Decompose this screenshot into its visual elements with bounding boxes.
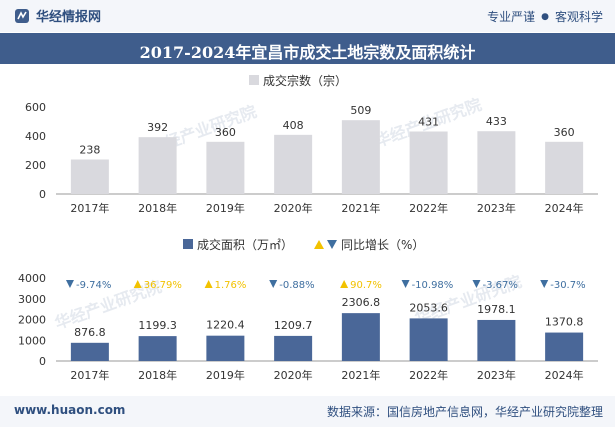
- count-bar: [206, 141, 245, 194]
- y-tick-label: 4000: [18, 272, 46, 285]
- area-bar: [341, 313, 380, 361]
- x-tick-label: 2022年: [409, 201, 448, 215]
- x-tick-label: 2020年: [274, 368, 313, 382]
- footer: www.huaon.com 数据来源：国信房地产信息网，华经产业研究院整理: [0, 396, 615, 427]
- legend-label-count: 成交宗数（宗）: [263, 73, 347, 88]
- title-bar: 2017-2024年宜昌市成交土地宗数及面积统计: [0, 33, 615, 64]
- count-data-label: 408: [283, 119, 304, 132]
- legend-swatch-count: [249, 75, 259, 85]
- x-tick-label: 2017年: [70, 368, 109, 382]
- x-tick-label: 2017年: [70, 201, 109, 215]
- area-bar: [206, 335, 245, 361]
- count-data-label: 392: [147, 121, 168, 134]
- dot-separator-icon: ●: [541, 11, 549, 22]
- growth-up-triangle-icon: [204, 280, 213, 288]
- area-bar: [409, 318, 448, 361]
- growth-label: -9.74%: [76, 280, 111, 291]
- y-tick-label: 2000: [18, 314, 46, 327]
- area-bar: [70, 342, 109, 361]
- count-data-label: 238: [79, 143, 100, 156]
- x-tick-label: 2022年: [409, 368, 448, 382]
- area-bar: [477, 319, 516, 361]
- top-legend: 成交宗数（宗）: [249, 73, 347, 88]
- legend-label-growth: 同比增长（%）: [341, 238, 424, 252]
- x-tick-label: 2018年: [138, 201, 177, 215]
- count-bar: [274, 134, 313, 194]
- x-tick-label: 2024年: [545, 368, 584, 382]
- y-tick-label: 0: [39, 188, 46, 201]
- x-tick-label: 2018年: [138, 368, 177, 382]
- growth-down-triangle-icon: [472, 280, 481, 288]
- growth-label: -0.88%: [279, 280, 314, 291]
- count-data-label: 431: [418, 116, 439, 129]
- count-bar: [477, 131, 516, 194]
- x-tick-label: 2023年: [477, 368, 516, 382]
- y-tick-label: 200: [25, 159, 46, 172]
- legend-up-triangle-icon: [314, 240, 324, 249]
- x-tick-label: 2024年: [545, 201, 584, 215]
- count-data-label: 509: [350, 104, 371, 117]
- growth-label: 1.76%: [215, 280, 247, 291]
- tagline-right: 客观科学: [554, 10, 603, 24]
- growth-up-triangle-icon: [340, 280, 349, 288]
- area-data-label: 1370.8: [545, 316, 584, 329]
- top-bar: 华经情报网 专业严谨 ● 客观科学: [0, 0, 615, 32]
- growth-up-triangle-icon: [133, 280, 142, 288]
- area-data-label: 876.8: [74, 326, 106, 339]
- area-data-label: 1220.4: [206, 319, 245, 332]
- x-tick-label: 2023年: [477, 201, 516, 215]
- growth-down-triangle-icon: [540, 280, 549, 288]
- count-bar: [341, 120, 380, 194]
- growth-label: 90.7%: [350, 280, 382, 291]
- growth-label: -30.7%: [550, 280, 585, 291]
- y-tick-label: 600: [25, 101, 46, 114]
- x-tick-label: 2021年: [341, 368, 380, 382]
- legend-down-triangle-icon: [327, 240, 337, 249]
- x-tick-label: 2019年: [206, 201, 245, 215]
- footer-source: 数据来源：国信房地产信息网，华经产业研究院整理: [326, 405, 603, 419]
- growth-down-triangle-icon: [269, 280, 278, 288]
- legend-label-area: 成交面积（万㎡）: [197, 237, 293, 252]
- legend-swatch-area: [183, 239, 193, 249]
- area-data-label: 1199.3: [138, 319, 177, 332]
- count-bar: [70, 159, 109, 194]
- area-data-label: 2053.6: [409, 301, 448, 314]
- footer-site: www.huaon.com: [14, 403, 126, 417]
- x-tick-label: 2021年: [341, 201, 380, 215]
- y-tick-label: 3000: [18, 293, 46, 306]
- x-tick-label: 2020年: [274, 201, 313, 215]
- count-data-label: 433: [486, 115, 507, 128]
- count-data-label: 360: [215, 126, 236, 139]
- brand: 华经情报网: [14, 6, 101, 25]
- y-tick-label: 0: [39, 355, 46, 368]
- area-bar: [138, 336, 177, 361]
- bottom-legend: 成交面积（万㎡） 同比增长（%）: [183, 237, 424, 252]
- area-data-label: 1209.7: [274, 319, 313, 332]
- x-tick-label: 2019年: [206, 368, 245, 382]
- count-data-label: 360: [554, 126, 575, 139]
- growth-down-triangle-icon: [401, 280, 410, 288]
- count-bar: [409, 131, 448, 194]
- count-bar: [545, 141, 584, 194]
- growth-label: -3.67%: [482, 280, 517, 291]
- brand-logo-icon: [15, 8, 29, 23]
- tagline: 专业严谨 ● 客观科学: [487, 8, 603, 25]
- area-bar: [545, 332, 584, 361]
- y-tick-label: 400: [25, 130, 46, 143]
- area-data-label: 1978.1: [477, 303, 516, 316]
- chart-title: 2017-2024年宜昌市成交土地宗数及面积统计: [139, 43, 476, 62]
- growth-label: 36.79%: [144, 280, 182, 291]
- area-bar: [274, 335, 313, 361]
- area-data-label: 2306.8: [342, 296, 381, 309]
- tagline-left: 专业严谨: [487, 10, 536, 24]
- growth-label: -10.98%: [412, 280, 454, 291]
- brand-name: 华经情报网: [36, 10, 102, 25]
- y-tick-label: 1000: [18, 334, 46, 347]
- growth-down-triangle-icon: [65, 280, 74, 288]
- count-bar: [138, 137, 177, 194]
